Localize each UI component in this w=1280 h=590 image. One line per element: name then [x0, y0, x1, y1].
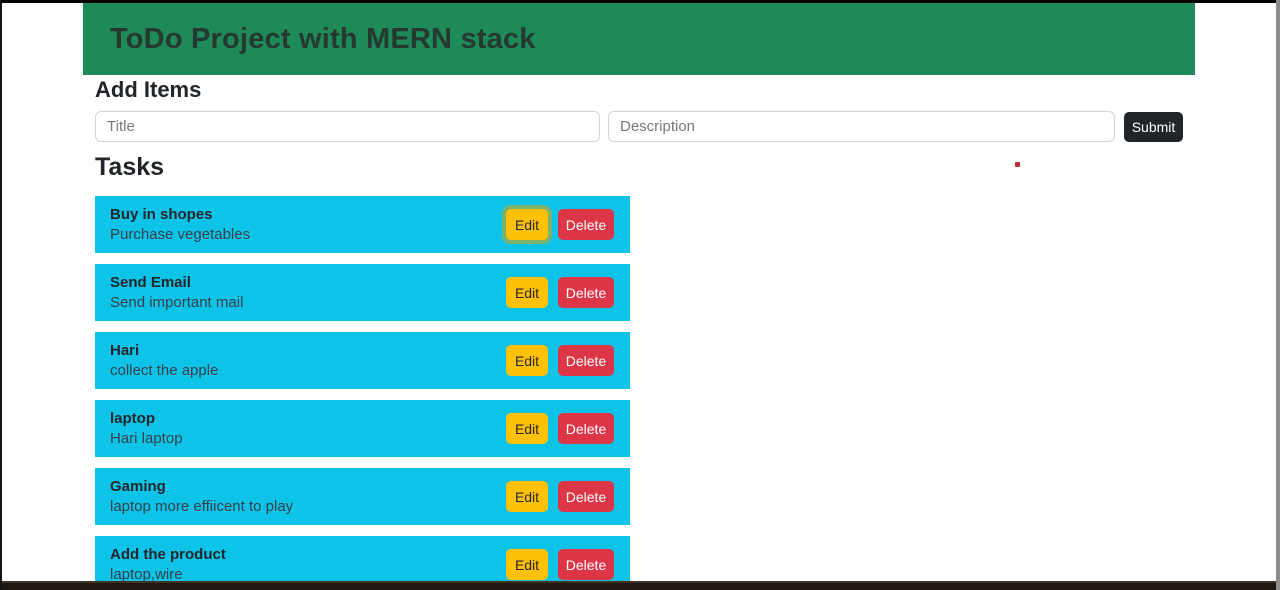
- tasks-heading: Tasks: [95, 153, 165, 181]
- task-card: Hari collect the apple Edit Delete: [95, 332, 630, 389]
- task-description: laptop,wire: [110, 565, 183, 583]
- task-actions: Edit Delete: [506, 481, 614, 512]
- task-card: Gaming laptop more effiicent to play Edi…: [95, 468, 630, 525]
- task-title: laptop: [110, 409, 155, 427]
- task-list: Buy in shopes Purchase vegetables Edit D…: [95, 196, 630, 590]
- task-actions: Edit Delete: [506, 413, 614, 444]
- task-text: Buy in shopes Purchase vegetables: [110, 205, 506, 245]
- delete-button[interactable]: Delete: [558, 549, 614, 580]
- task-title: Add the product: [110, 545, 226, 563]
- task-title: Send Email: [110, 273, 191, 291]
- task-title: Hari: [110, 341, 140, 359]
- window-left-edge: [0, 0, 2, 590]
- task-description: Send important mail: [110, 293, 244, 311]
- task-description: Purchase vegetables: [110, 225, 251, 243]
- task-text: laptop Hari laptop: [110, 409, 506, 449]
- submit-button[interactable]: Submit: [1124, 112, 1183, 142]
- task-description: collect the apple: [110, 361, 219, 379]
- task-card: laptop Hari laptop Edit Delete: [95, 400, 630, 457]
- app-title: ToDo Project with MERN stack: [110, 23, 536, 55]
- task-actions: Edit Delete: [506, 277, 614, 308]
- red-dot-marker: [1015, 162, 1020, 167]
- task-card: Send Email Send important mail Edit Dele…: [95, 264, 630, 321]
- edit-button[interactable]: Edit: [506, 413, 548, 444]
- task-title: Gaming: [110, 477, 166, 495]
- delete-button[interactable]: Delete: [558, 481, 614, 512]
- window-bottom-edge: [0, 581, 1280, 590]
- task-actions: Edit Delete: [506, 209, 614, 240]
- add-items-heading: Add Items: [95, 77, 202, 102]
- scrollbar-strip[interactable]: [1276, 0, 1280, 590]
- delete-button[interactable]: Delete: [558, 209, 614, 240]
- task-actions: Edit Delete: [506, 549, 614, 580]
- title-input[interactable]: [95, 111, 600, 142]
- app-header: ToDo Project with MERN stack: [83, 3, 1195, 75]
- window-top-edge: [0, 0, 1280, 3]
- task-text: Send Email Send important mail: [110, 273, 506, 313]
- task-text: Gaming laptop more effiicent to play: [110, 477, 506, 517]
- edit-button[interactable]: Edit: [506, 277, 548, 308]
- edit-button[interactable]: Edit: [506, 345, 548, 376]
- edit-button[interactable]: Edit: [506, 481, 548, 512]
- edit-button[interactable]: Edit: [506, 549, 548, 580]
- task-description: Hari laptop: [110, 429, 183, 447]
- task-card: Buy in shopes Purchase vegetables Edit D…: [95, 196, 630, 253]
- task-text: Add the product laptop,wire: [110, 545, 506, 585]
- delete-button[interactable]: Delete: [558, 413, 614, 444]
- task-description: laptop more effiicent to play: [110, 497, 294, 515]
- delete-button[interactable]: Delete: [558, 345, 614, 376]
- delete-button[interactable]: Delete: [558, 277, 614, 308]
- description-input[interactable]: [608, 111, 1115, 142]
- edit-button[interactable]: Edit: [506, 209, 548, 240]
- task-actions: Edit Delete: [506, 345, 614, 376]
- task-text: Hari collect the apple: [110, 341, 506, 381]
- task-title: Buy in shopes: [110, 205, 213, 223]
